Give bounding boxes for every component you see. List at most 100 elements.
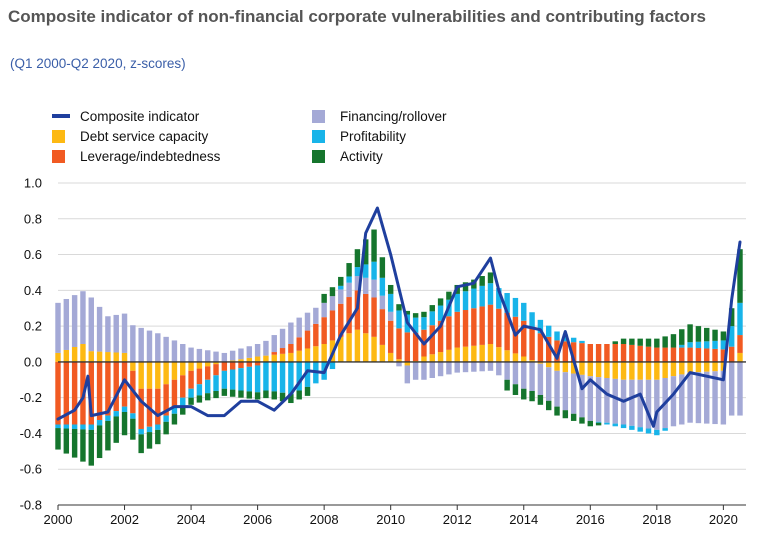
bar-financing-rollover xyxy=(105,316,111,353)
legend-swatch-profitability xyxy=(312,129,325,143)
bar-financing-rollover xyxy=(579,374,585,418)
bar-activity xyxy=(279,392,286,402)
bar-debt-service-capacity xyxy=(446,349,452,362)
bar-profitability xyxy=(180,397,186,406)
legend-item-composite: Composite indicator xyxy=(52,106,199,126)
bar-activity xyxy=(204,393,211,401)
bar-activity xyxy=(188,397,194,405)
bar-financing-rollover xyxy=(687,372,693,423)
bar-leverage-indebtedness xyxy=(462,310,469,347)
bar-debt-service-capacity xyxy=(712,361,718,372)
bar-financing-rollover xyxy=(429,361,435,378)
bar-activity xyxy=(213,390,219,399)
legend-swatch-composite xyxy=(52,114,70,118)
bar-profitability xyxy=(570,337,577,343)
bar-debt-service-capacity xyxy=(63,349,70,362)
legend-label-composite: Composite indicator xyxy=(80,108,200,124)
bar-financing-rollover xyxy=(363,277,369,294)
bar-leverage-indebtedness xyxy=(180,375,186,398)
bar-leverage-indebtedness xyxy=(629,344,635,362)
bar-activity xyxy=(354,249,361,268)
bar-activity xyxy=(421,311,427,318)
bar-debt-service-capacity xyxy=(687,361,693,373)
bar-leverage-indebtedness xyxy=(271,352,277,355)
x-tick-label: 2004 xyxy=(177,512,206,527)
bar-debt-service-capacity xyxy=(471,345,477,362)
bar-leverage-indebtedness xyxy=(412,332,419,361)
bar-financing-rollover xyxy=(171,340,178,362)
bar-activity xyxy=(737,249,743,303)
bar-activity xyxy=(612,341,618,344)
bar-profitability xyxy=(454,293,460,312)
bar-leverage-indebtedness xyxy=(620,344,627,362)
bar-debt-service-capacity xyxy=(155,361,161,389)
bar-activity xyxy=(96,425,103,459)
legend-label-profitability: Profitability xyxy=(340,128,407,144)
bar-activity xyxy=(429,305,435,312)
bar-debt-service-capacity xyxy=(604,361,610,378)
bar-leverage-indebtedness xyxy=(121,361,128,407)
legend-item-financing: Financing/rollover xyxy=(312,106,447,126)
bar-financing-rollover xyxy=(155,333,161,362)
bar-financing-rollover xyxy=(412,361,419,380)
bar-leverage-indebtedness xyxy=(188,370,194,389)
bar-profitability xyxy=(254,365,261,393)
bar-debt-service-capacity xyxy=(113,352,119,362)
bar-financing-rollover xyxy=(213,351,219,362)
bar-financing-rollover xyxy=(529,361,535,391)
bar-financing-rollover xyxy=(254,344,261,357)
bar-activity xyxy=(263,390,269,399)
bar-activity xyxy=(55,428,61,450)
bar-leverage-indebtedness xyxy=(288,344,294,353)
bar-leverage-indebtedness xyxy=(196,368,203,385)
bar-debt-service-capacity xyxy=(279,353,286,362)
bar-profitability xyxy=(512,297,519,317)
bar-leverage-indebtedness xyxy=(612,344,618,362)
bar-debt-service-capacity xyxy=(620,361,627,380)
bar-financing-rollover xyxy=(329,296,336,311)
bar-profitability xyxy=(595,421,602,423)
bar-leverage-indebtedness xyxy=(554,340,560,362)
bar-profitability xyxy=(654,429,660,436)
bar-activity xyxy=(479,276,485,286)
bar-financing-rollover xyxy=(679,374,685,425)
bar-leverage-indebtedness xyxy=(679,347,685,362)
bar-leverage-indebtedness xyxy=(363,293,369,334)
bar-activity xyxy=(487,272,494,284)
legend-label-activity: Activity xyxy=(340,148,383,164)
bar-profitability xyxy=(712,340,718,349)
bar-debt-service-capacity xyxy=(479,344,485,362)
bar-activity xyxy=(271,391,277,400)
bar-debt-service-capacity xyxy=(138,361,144,389)
bar-leverage-indebtedness xyxy=(396,328,402,360)
bar-financing-rollover xyxy=(246,346,253,358)
x-tick-label: 2020 xyxy=(709,512,738,527)
bar-financing-rollover xyxy=(446,361,452,375)
bar-leverage-indebtedness xyxy=(171,379,178,407)
bar-leverage-indebtedness xyxy=(595,344,602,362)
bar-leverage-indebtedness xyxy=(446,316,452,350)
bar-profitability xyxy=(263,362,269,391)
legend-item-profitability: Profitability xyxy=(312,126,406,146)
bar-leverage-indebtedness xyxy=(96,361,103,421)
bar-debt-service-capacity xyxy=(180,361,186,376)
bar-financing-rollover xyxy=(462,361,469,373)
bar-financing-rollover xyxy=(321,302,327,318)
bar-financing-rollover xyxy=(720,370,727,425)
bar-activity xyxy=(654,338,660,348)
bar-profitability xyxy=(288,361,294,395)
bar-leverage-indebtedness xyxy=(221,361,228,371)
bar-leverage-indebtedness xyxy=(321,317,327,344)
bar-profitability xyxy=(80,424,86,430)
bar-debt-service-capacity xyxy=(80,344,86,362)
bar-financing-rollover xyxy=(379,295,386,310)
bar-financing-rollover xyxy=(637,379,643,428)
bar-debt-service-capacity xyxy=(346,333,352,362)
bar-activity xyxy=(504,379,510,391)
legend-label-financing: Financing/rollover xyxy=(340,108,447,124)
bar-profitability xyxy=(562,334,569,342)
bar-leverage-indebtedness xyxy=(479,306,485,345)
bar-financing-rollover xyxy=(570,373,577,414)
bar-activity xyxy=(437,298,444,306)
bar-financing-rollover xyxy=(313,307,319,324)
